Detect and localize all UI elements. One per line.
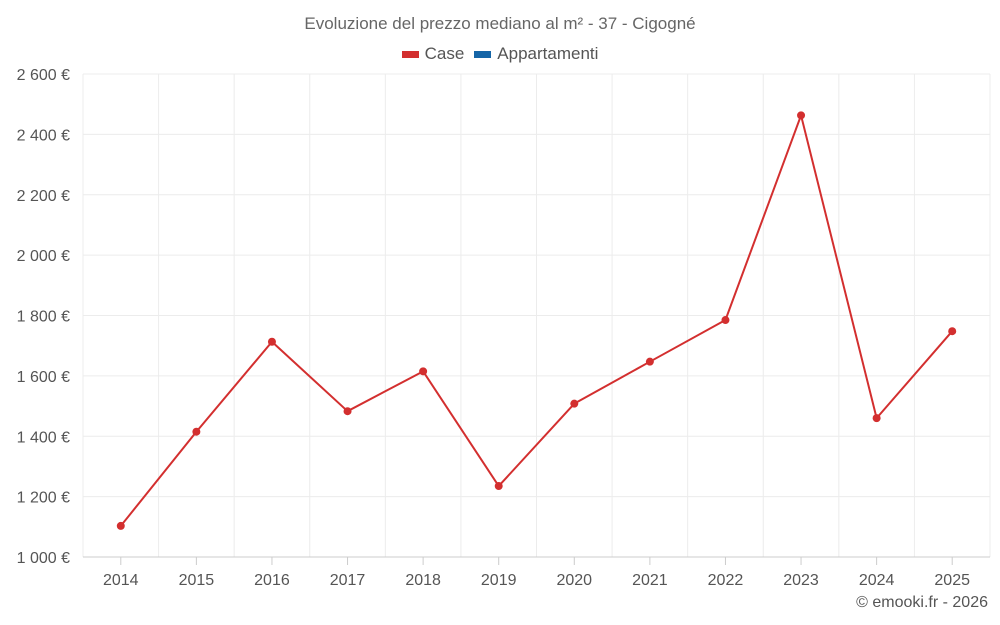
axes: 1 000 € 1 200 € 1 400 € 1 600 € 1 800 € 2 000… bbox=[17, 67, 990, 589]
legend-item-case[interactable]: Case bbox=[401, 44, 465, 64]
data-point[interactable] bbox=[872, 414, 881, 423]
x-tick-label: 2018 bbox=[405, 572, 441, 589]
chart-title: Evoluzione del prezzo mediano al m² - 37… bbox=[304, 14, 696, 33]
data-point[interactable] bbox=[570, 399, 579, 408]
y-tick-label: 2 400 € bbox=[17, 127, 70, 144]
data-point[interactable] bbox=[192, 427, 201, 436]
x-tick-label: 2025 bbox=[934, 572, 970, 589]
y-tick-label: 1 400 € bbox=[17, 429, 70, 446]
y-tick-label: 2 000 € bbox=[17, 248, 70, 265]
series bbox=[116, 111, 957, 530]
x-tick-label: 2019 bbox=[481, 572, 517, 589]
data-point[interactable] bbox=[645, 357, 654, 366]
y-tick-label: 2 200 € bbox=[17, 188, 70, 205]
legend: Case Appartamenti bbox=[0, 44, 1000, 64]
credit-text: © emooki.fr - 2026 bbox=[856, 594, 988, 611]
x-tick-label: 2022 bbox=[708, 572, 744, 589]
grid bbox=[82, 73, 991, 558]
x-tick-label: 2021 bbox=[632, 572, 668, 589]
x-tick-label: 2020 bbox=[556, 572, 592, 589]
x-tick-label: 2023 bbox=[783, 572, 819, 589]
legend-swatch-appartamenti bbox=[474, 50, 492, 58]
x-tick-label: 2015 bbox=[179, 572, 215, 589]
data-point[interactable] bbox=[267, 337, 276, 346]
legend-label-case: Case bbox=[424, 44, 465, 63]
data-point[interactable] bbox=[721, 316, 730, 325]
data-point[interactable] bbox=[419, 367, 428, 376]
legend-label-appartamenti: Appartamenti bbox=[497, 44, 599, 63]
y-tick-label: 2 600 € bbox=[17, 67, 70, 84]
x-tick-label: 2017 bbox=[330, 572, 366, 589]
series-line bbox=[120, 114, 953, 527]
y-tick-label: 1 200 € bbox=[17, 490, 70, 507]
y-tick-label: 1 600 € bbox=[17, 369, 70, 386]
x-tick-label: 2014 bbox=[103, 572, 139, 589]
data-point[interactable] bbox=[797, 111, 806, 120]
data-point[interactable] bbox=[116, 521, 125, 530]
y-tick-label: 1 800 € bbox=[17, 309, 70, 326]
x-tick-label: 2016 bbox=[254, 572, 290, 589]
y-tick-label: 1 000 € bbox=[17, 550, 70, 567]
data-point[interactable] bbox=[948, 327, 957, 336]
x-tick-label: 2024 bbox=[859, 572, 895, 589]
legend-swatch-case bbox=[401, 50, 419, 58]
legend-item-appartamenti[interactable]: Appartamenti bbox=[474, 44, 598, 64]
data-point[interactable] bbox=[494, 482, 503, 491]
data-point[interactable] bbox=[343, 407, 352, 416]
